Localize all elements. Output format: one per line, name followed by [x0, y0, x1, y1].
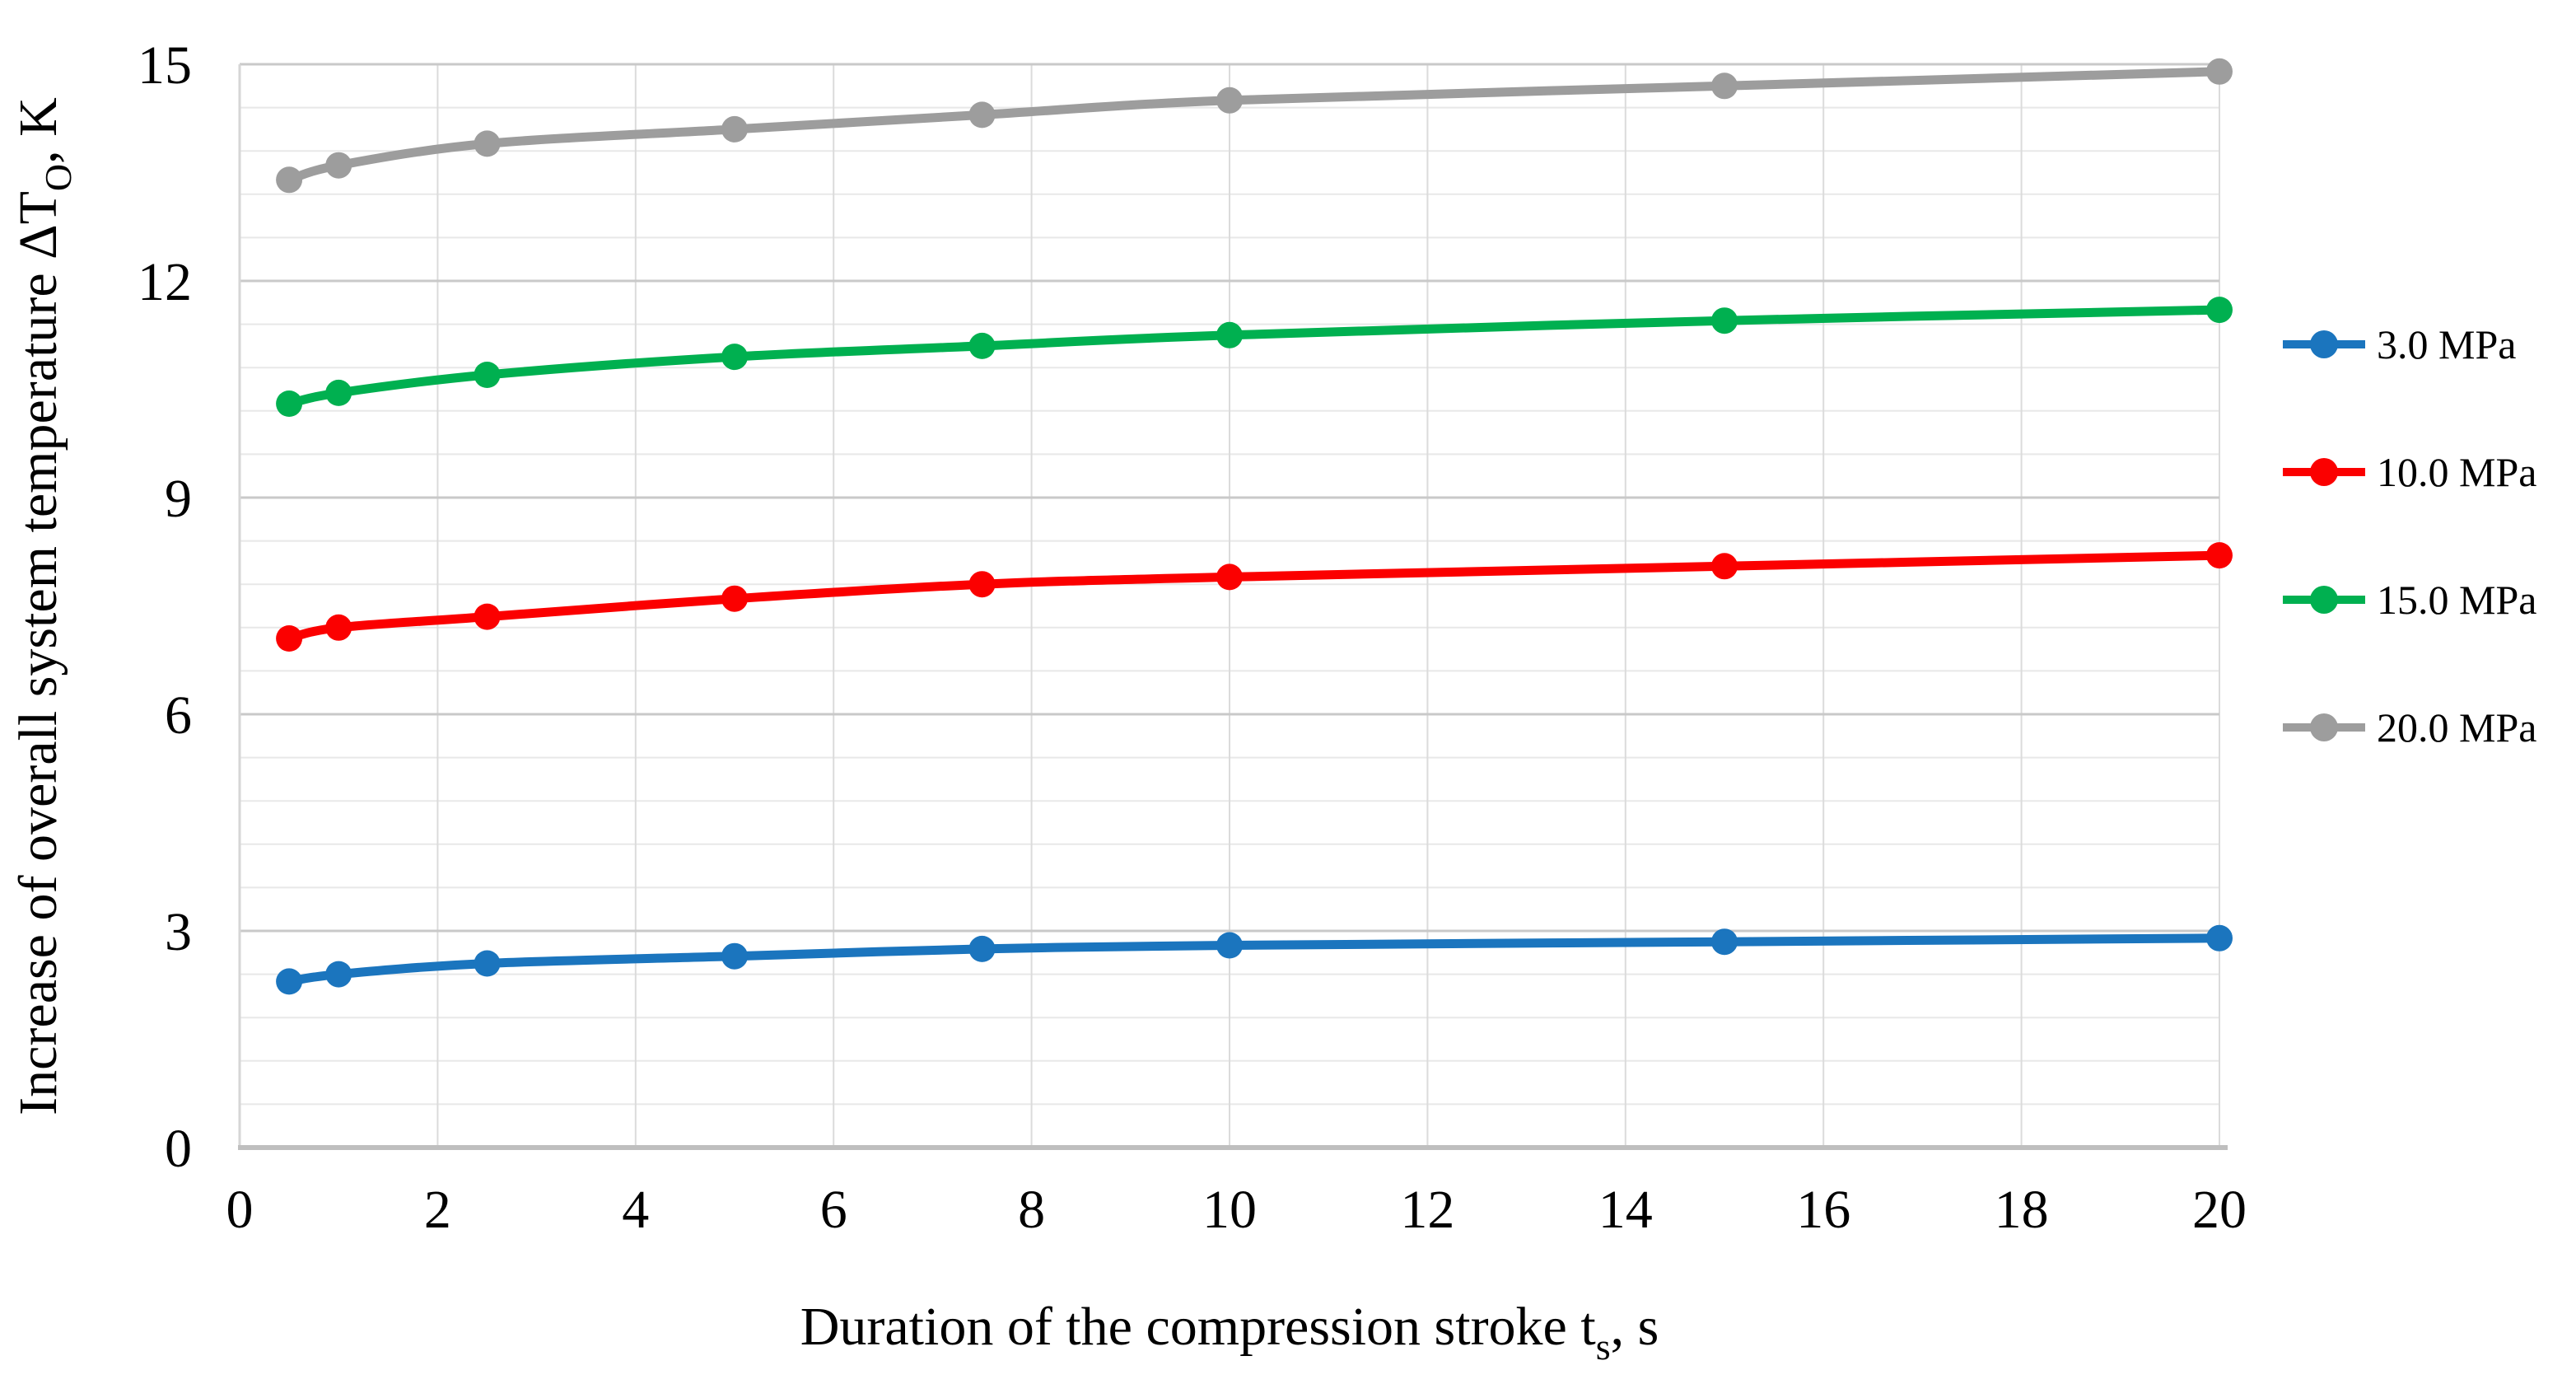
x-tick-label: 8 — [1018, 1180, 1045, 1240]
data-point-marker-10-0-mpa — [325, 614, 352, 641]
data-point-marker-15-0-mpa — [276, 390, 303, 417]
legend-marker-dot — [2310, 586, 2338, 614]
series-line-20-0-mpa — [284, 67, 2224, 185]
series-3-0-mpa — [276, 924, 2233, 995]
data-point-marker-15-0-mpa — [325, 379, 352, 406]
data-point-marker-3-0-mpa — [325, 961, 352, 988]
y-tick-label: 3 — [165, 902, 192, 962]
legend-label: 10.0 MPa — [2377, 449, 2536, 495]
x-tick-label: 10 — [1202, 1180, 1257, 1240]
legend-label: 15.0 MPa — [2377, 577, 2536, 623]
series-10-0-mpa — [276, 542, 2233, 652]
data-point-marker-20-0-mpa — [1711, 72, 1738, 100]
x-tick-label: 12 — [1400, 1180, 1454, 1240]
data-point-marker-3-0-mpa — [721, 942, 748, 970]
data-point-marker-15-0-mpa — [1711, 307, 1738, 334]
series-line-10-0-mpa — [284, 550, 2224, 643]
y-tick-label: 9 — [165, 469, 192, 529]
data-point-marker-10-0-mpa — [1711, 553, 1738, 580]
x-axis-title: Duration of the compression stroke ts, s — [800, 1297, 1659, 1368]
legend-entry-20-0-mpa: 20.0 MPa — [2283, 704, 2536, 750]
legend-entry-10-0-mpa: 10.0 MPa — [2283, 449, 2536, 495]
x-tick-label: 16 — [1796, 1180, 1850, 1240]
data-point-marker-15-0-mpa — [1216, 321, 1243, 348]
data-point-marker-20-0-mpa — [276, 166, 303, 194]
data-point-marker-10-0-mpa — [276, 625, 303, 652]
legend-marker-dot — [2310, 713, 2338, 741]
legend-entry-3-0-mpa: 3.0 MPa — [2283, 321, 2516, 367]
legend: 3.0 MPa 10.0 MPa 15.0 MPa 20.0 MPa — [2283, 321, 2536, 750]
y-tick-label: 0 — [165, 1119, 192, 1179]
x-tick-labels: 0 2 4 6 8 10 12 14 16 18 20 — [226, 1180, 2247, 1240]
data-series — [276, 58, 2233, 995]
y-axis-title-subscript: O — [37, 164, 79, 191]
data-point-marker-20-0-mpa — [721, 115, 748, 143]
x-axis-title-subscript: s — [1596, 1326, 1611, 1368]
y-axis-title: Increase of overall system temperature Δ… — [8, 97, 79, 1115]
legend-label: 3.0 MPa — [2377, 321, 2516, 367]
data-point-marker-3-0-mpa — [2206, 924, 2233, 952]
legend-marker-dot — [2310, 458, 2338, 486]
x-tick-label: 14 — [1598, 1180, 1653, 1240]
data-point-marker-3-0-mpa — [1711, 928, 1738, 956]
x-tick-label: 4 — [622, 1180, 649, 1240]
data-point-marker-10-0-mpa — [2206, 542, 2233, 569]
data-point-marker-3-0-mpa — [276, 968, 303, 995]
data-point-marker-20-0-mpa — [968, 101, 996, 129]
data-point-marker-10-0-mpa — [474, 603, 501, 630]
major-gridlines — [240, 63, 2219, 933]
data-point-marker-3-0-mpa — [1216, 932, 1243, 959]
legend-label: 20.0 MPa — [2377, 704, 2536, 750]
series-20-0-mpa — [276, 58, 2233, 194]
data-point-marker-15-0-mpa — [2206, 297, 2233, 324]
data-point-marker-15-0-mpa — [968, 332, 996, 359]
x-tick-label: 18 — [1995, 1180, 2049, 1240]
data-point-marker-3-0-mpa — [968, 935, 996, 962]
x-tick-label: 20 — [2192, 1180, 2247, 1240]
series-line-15-0-mpa — [284, 305, 2224, 409]
x-tick-label: 2 — [424, 1180, 451, 1240]
y-tick-label: 6 — [165, 685, 192, 746]
x-tick-label: 0 — [226, 1180, 254, 1240]
x-axis-title-text: Duration of the compression stroke t — [800, 1297, 1596, 1357]
y-tick-labels: 0 3 6 9 12 15 — [138, 35, 192, 1179]
data-point-marker-15-0-mpa — [721, 344, 748, 371]
data-point-marker-20-0-mpa — [474, 130, 501, 157]
data-point-marker-15-0-mpa — [474, 362, 501, 388]
data-point-marker-20-0-mpa — [325, 152, 352, 179]
axis-lines — [238, 64, 2228, 1150]
y-tick-label: 12 — [138, 252, 192, 312]
data-point-marker-10-0-mpa — [721, 585, 748, 612]
y-axis-title-text: Increase of overall system temperature Δ… — [8, 191, 68, 1115]
data-point-marker-10-0-mpa — [1216, 563, 1243, 591]
x-tick-label: 6 — [820, 1180, 847, 1240]
y-tick-label: 15 — [138, 35, 192, 96]
data-point-marker-20-0-mpa — [1216, 86, 1243, 114]
x-axis-title-unit: , s — [1611, 1297, 1659, 1357]
data-point-marker-10-0-mpa — [968, 571, 996, 598]
legend-marker-dot — [2310, 330, 2338, 358]
legend-entry-15-0-mpa: 15.0 MPa — [2283, 577, 2536, 623]
series-line-3-0-mpa — [284, 933, 2224, 986]
vertical-gridlines — [436, 64, 2220, 1148]
data-point-marker-20-0-mpa — [2206, 58, 2233, 85]
series-15-0-mpa — [276, 297, 2233, 417]
data-point-marker-3-0-mpa — [474, 950, 501, 977]
y-axis-title-unit: , K — [8, 97, 68, 164]
